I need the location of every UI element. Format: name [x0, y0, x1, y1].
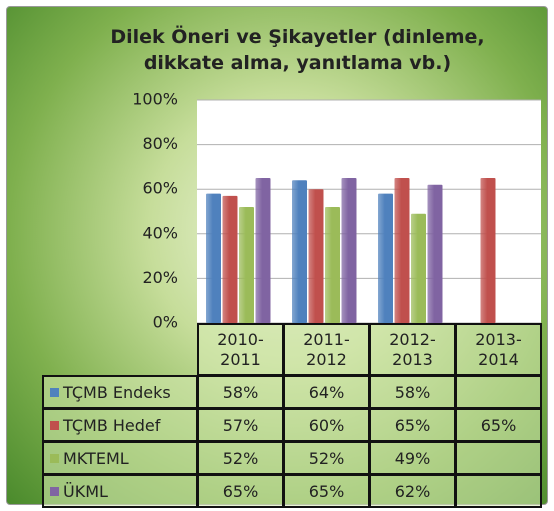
legend-label: TÇMB Endeks	[63, 382, 171, 402]
y-tick-label: 20%	[142, 268, 178, 287]
y-tick-label: 40%	[142, 223, 178, 242]
bar	[255, 178, 271, 323]
legend-cell: ÜKML	[42, 474, 198, 508]
y-tick-label: 80%	[142, 134, 178, 153]
table-header-cell: 2010-2011	[197, 323, 284, 376]
data-label: 65%	[197, 474, 284, 508]
bar	[222, 195, 238, 323]
bar	[394, 178, 410, 323]
legend-label: MKTEML	[63, 448, 129, 468]
data-label: 60%	[283, 408, 370, 442]
bar	[325, 207, 340, 323]
data-label	[455, 375, 542, 409]
bar	[427, 184, 443, 323]
legend-swatch	[50, 387, 59, 397]
data-label: 65%	[283, 474, 370, 508]
table-header-cell: 2011-2012	[283, 323, 370, 376]
legend-label: TÇMB Hedef	[63, 415, 161, 435]
bar	[292, 180, 307, 323]
data-label: 58%	[197, 375, 284, 409]
chart-title: Dilek Öneri ve Şikayetler (dinleme, dikk…	[110, 26, 485, 74]
bar	[341, 178, 357, 323]
legend-swatch	[50, 420, 59, 430]
bar	[206, 193, 221, 323]
y-tick-label: 0%	[153, 313, 178, 332]
data-label	[455, 474, 542, 508]
data-label: 52%	[283, 441, 370, 475]
legend-cell: MKTEML	[42, 441, 198, 475]
legend-swatch	[50, 453, 59, 463]
legend-cell: TÇMB Hedef	[42, 408, 198, 442]
data-label: 62%	[369, 474, 456, 508]
data-label: 49%	[369, 441, 456, 475]
y-tick-label: 60%	[142, 179, 178, 198]
bar	[411, 213, 426, 323]
bar	[378, 193, 393, 323]
data-label: 52%	[197, 441, 284, 475]
x-tick-label: 2010-2011	[217, 329, 264, 369]
legend-cell: TÇMB Endeks	[42, 375, 198, 409]
data-label: 57%	[197, 408, 284, 442]
x-tick-label: 2013-2014	[475, 329, 522, 369]
x-tick-label: 2012-2013	[389, 329, 436, 369]
data-label: 65%	[455, 408, 542, 442]
table-header-cell: 2012-2013	[369, 323, 456, 376]
table-header-cell: 2013-2014	[455, 323, 542, 376]
data-label	[455, 441, 542, 475]
bar	[239, 207, 254, 323]
data-label: 65%	[369, 408, 456, 442]
legend-label: ÜKML	[63, 481, 108, 501]
bar	[308, 189, 324, 323]
data-label: 64%	[283, 375, 370, 409]
legend-swatch	[50, 486, 59, 496]
y-tick-label: 100%	[132, 90, 178, 109]
x-tick-label: 2011-2012	[303, 329, 350, 369]
bar	[480, 178, 496, 323]
data-label: 58%	[369, 375, 456, 409]
